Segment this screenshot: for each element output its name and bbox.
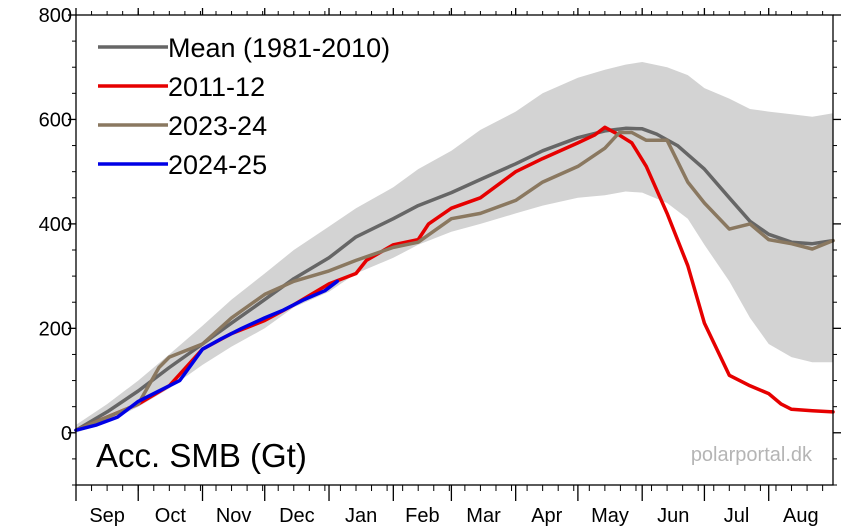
xtick-label-apr: Apr bbox=[531, 505, 562, 527]
xtick-label-jan: Jan bbox=[345, 505, 377, 527]
xtick-label-mar: Mar bbox=[466, 505, 501, 527]
xtick-label-nov: Nov bbox=[216, 505, 252, 527]
series-layer bbox=[74, 125, 835, 432]
xtick-label-jul: Jul bbox=[724, 505, 750, 527]
ytick-label: 400 bbox=[39, 214, 72, 236]
range-band bbox=[76, 62, 833, 433]
xtick-label-dec: Dec bbox=[279, 505, 315, 527]
legend: Mean (1981-2010) 2011-12 2023-24 2024-25 bbox=[98, 33, 390, 180]
xtick-label-aug: Aug bbox=[783, 505, 819, 527]
legend-label-3: 2024-25 bbox=[168, 150, 267, 180]
series-line-3 bbox=[74, 279, 340, 432]
xtick-label-sep: Sep bbox=[89, 505, 125, 527]
xtick-label-jun: Jun bbox=[657, 505, 689, 527]
chart-ylabel: Acc. SMB (Gt) bbox=[96, 437, 307, 474]
axes-layer: 0 200 400 600 800 Sep Oct Nov Dec Jan Feb Mar Apr May… bbox=[39, 5, 841, 527]
series-line-0 bbox=[74, 126, 835, 432]
ytick-label: 800 bbox=[39, 5, 72, 27]
range-band-layer bbox=[76, 62, 833, 433]
xtick-label-oct: Oct bbox=[155, 505, 187, 527]
legend-label-0: Mean (1981-2010) bbox=[168, 33, 390, 63]
legend-label-1: 2011-12 bbox=[168, 72, 265, 102]
xtick-label-may: May bbox=[591, 505, 629, 527]
ytick-label: 200 bbox=[39, 318, 72, 340]
ytick-label: 0 bbox=[61, 423, 72, 445]
credit-text: polarportal.dk bbox=[691, 444, 813, 466]
xtick-label-feb: Feb bbox=[405, 505, 439, 527]
ytick-label: 600 bbox=[39, 109, 72, 131]
series-line-2 bbox=[74, 130, 835, 432]
legend-label-2: 2023-24 bbox=[168, 111, 267, 141]
